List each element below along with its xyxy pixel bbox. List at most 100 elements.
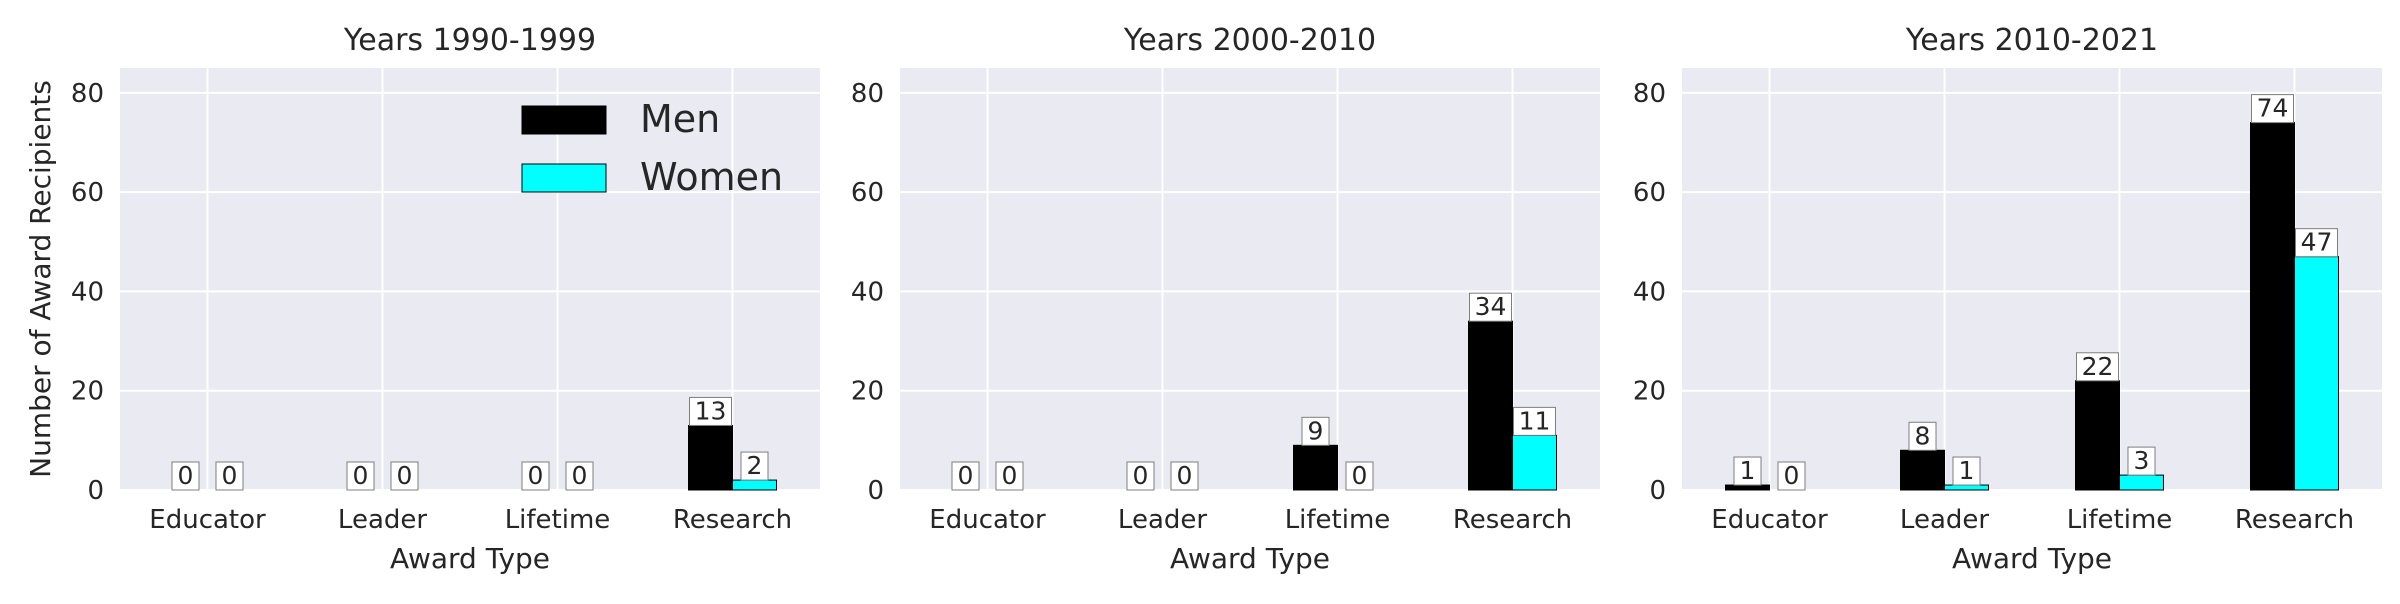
bar-men (1468, 320, 1513, 491)
data-label-box (2076, 352, 2119, 382)
y-tick-label: 20 (71, 377, 104, 407)
x-axis-label: Award Type (1170, 542, 1330, 575)
x-tick-label: Educator (149, 505, 266, 535)
x-axis-label: Award Type (1952, 542, 2112, 575)
data-label-box (951, 461, 980, 491)
data-label-box (1908, 421, 1937, 451)
y-tick-label: 60 (71, 178, 104, 208)
data-label: 34 (1475, 292, 1507, 321)
y-tick-label: 20 (851, 377, 884, 407)
x-tick-label: Research (2235, 505, 2354, 535)
panel-title: Years 2000-2010 (1123, 23, 1376, 58)
data-label: 0 (1002, 461, 1018, 490)
x-tick-label: Lifetime (1285, 505, 1391, 535)
data-label: 13 (695, 396, 727, 425)
data-label-box (1345, 461, 1374, 491)
data-label-box (1170, 461, 1199, 491)
y-tick-label: 0 (1649, 476, 1666, 506)
data-label: 8 (1915, 421, 1931, 450)
data-label: 0 (1784, 461, 1800, 490)
data-label-box (171, 461, 200, 491)
data-label: 1 (1740, 456, 1756, 485)
data-label: 74 (2257, 94, 2289, 123)
data-label-box (1301, 416, 1330, 446)
bar-men (1293, 444, 1338, 491)
bar-men (2250, 122, 2295, 491)
panel-title: Years 1990-1999 (343, 23, 596, 58)
data-label-box (995, 461, 1024, 491)
data-label-box (1952, 456, 1981, 486)
y-tick-label: 60 (851, 178, 884, 208)
data-label-box (215, 461, 244, 491)
data-label: 1 (1959, 456, 1975, 485)
data-label: 0 (958, 461, 974, 490)
data-label: 0 (528, 461, 544, 490)
y-tick-label: 40 (851, 277, 884, 307)
data-label-box (689, 396, 732, 426)
bar-women (2119, 474, 2164, 491)
data-label: 0 (222, 461, 238, 490)
x-tick-label: Research (673, 505, 792, 535)
data-label-box (2295, 228, 2338, 258)
data-label: 0 (1352, 461, 1368, 490)
y-tick-label: 0 (867, 476, 884, 506)
data-label: 0 (1133, 461, 1149, 490)
panel-title: Years 2010-2021 (1905, 23, 2158, 58)
y-tick-label: 40 (1633, 277, 1666, 307)
data-label-box (740, 451, 769, 481)
x-tick-label: Leader (1118, 505, 1207, 535)
y-tick-label: 40 (71, 277, 104, 307)
y-tick-label: 80 (71, 79, 104, 109)
x-tick-label: Leader (1900, 505, 1989, 535)
bar-men (1725, 484, 1770, 491)
data-label-box (390, 461, 419, 491)
x-tick-label: Research (1453, 505, 1572, 535)
data-label-box (521, 461, 550, 491)
data-label-box (1469, 292, 1512, 322)
bar-women (2294, 256, 2339, 491)
data-label: 0 (397, 461, 413, 490)
data-label-box (1126, 461, 1155, 491)
data-label-box (1777, 461, 1806, 491)
legend-swatch-women (521, 163, 607, 193)
bar-women (1944, 484, 1989, 491)
data-label: 0 (353, 461, 369, 490)
data-label-box (2251, 94, 2294, 124)
data-label: 22 (2082, 352, 2114, 381)
x-tick-label: Lifetime (2067, 505, 2173, 535)
x-tick-label: Leader (338, 505, 427, 535)
bar-men (688, 424, 733, 491)
data-label: 11 (1519, 406, 1551, 435)
data-label: 3 (2134, 446, 2150, 475)
y-tick-label: 0 (87, 476, 104, 506)
x-tick-label: Educator (1711, 505, 1828, 535)
x-tick-label: Educator (929, 505, 1046, 535)
data-label: 0 (572, 461, 588, 490)
y-tick-label: 20 (1633, 377, 1666, 407)
y-axis-label: Number of Award Recipients (24, 80, 57, 478)
bar-men (1900, 449, 1945, 491)
legend-swatch-men (521, 105, 607, 135)
x-tick-label: Lifetime (505, 505, 611, 535)
data-label: 9 (1308, 416, 1324, 445)
data-label: 2 (747, 451, 763, 480)
data-label-box (2127, 446, 2156, 476)
data-label: 0 (178, 461, 194, 490)
data-label: 0 (1177, 461, 1193, 490)
data-label-box (1733, 456, 1762, 486)
data-label-box (346, 461, 375, 491)
data-label-box (565, 461, 594, 491)
x-axis-label: Award Type (390, 542, 550, 575)
y-tick-label: 80 (851, 79, 884, 109)
y-tick-label: 60 (1633, 178, 1666, 208)
data-label: 47 (2301, 228, 2333, 257)
bar-women (732, 479, 777, 491)
legend-label: Women (640, 155, 783, 199)
legend-label: Men (640, 97, 720, 141)
y-tick-label: 80 (1633, 79, 1666, 109)
bar-men (2075, 380, 2120, 491)
bar-women (1512, 434, 1557, 491)
data-label-box (1513, 406, 1556, 436)
